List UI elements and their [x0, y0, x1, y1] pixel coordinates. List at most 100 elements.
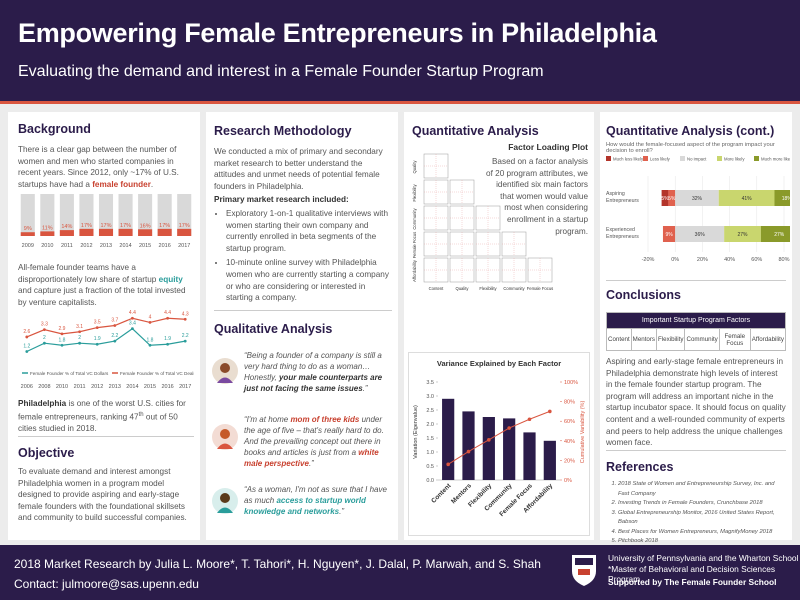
- bar: [482, 417, 495, 480]
- factor-table-wrap: Important Startup Program Factors Conten…: [606, 312, 787, 351]
- point: [78, 330, 81, 334]
- point: [78, 341, 81, 345]
- value-label: 14%: [61, 224, 72, 230]
- value-label: 17%: [179, 223, 190, 229]
- table-cell: Flexibility: [656, 328, 686, 351]
- text-run: and capture just a fraction of the total…: [18, 286, 186, 307]
- value-label: 4.3: [182, 311, 189, 317]
- cumulative-point: [527, 417, 532, 422]
- bar-segment: [718, 190, 775, 206]
- value-label: 5%: [668, 196, 676, 202]
- value-label: 11%: [42, 225, 53, 231]
- subheading: Primary market research included:: [214, 195, 349, 204]
- line: [26, 327, 186, 353]
- heading: Quantitative Analysis (cont.): [606, 124, 775, 138]
- quote: “Being a founder of a company is still a…: [244, 350, 392, 394]
- point: [131, 327, 134, 331]
- founder-chart: 9% 2009 11% 2010 14% 2011 17% 2012 17% 2013 17% 201…: [20, 194, 192, 249]
- legend-label: Less likely: [650, 157, 671, 162]
- bar-segment: [668, 190, 676, 206]
- table-cell: Mentors: [630, 328, 658, 351]
- value-label: 32%: [692, 196, 703, 202]
- bar-track: [157, 194, 172, 236]
- bullet: Exploratory 1-on-1 qualitative interview…: [226, 208, 392, 254]
- bar: [442, 398, 455, 480]
- x-tick-label: 2009: [22, 243, 34, 249]
- legend-swatch: [754, 156, 759, 161]
- authors: 2018 Market Research by Julia L. Moore*,…: [14, 557, 541, 571]
- text-run: “Being a founder of a company is still a…: [244, 351, 382, 382]
- bar: [79, 228, 94, 236]
- heading: Background: [18, 122, 91, 136]
- reference: Global Entrepreneurship Monitor, 2016 Un…: [618, 509, 786, 528]
- value-label: 3.4: [129, 321, 136, 327]
- column-1: Background There is a clear gap between …: [8, 112, 200, 540]
- value-label: 9%: [665, 232, 673, 238]
- heading: Quantitative Analysis: [412, 124, 539, 138]
- bar-track: [177, 194, 192, 236]
- value-label: 17%: [159, 223, 170, 229]
- text-run: female founder: [92, 179, 151, 189]
- matrix-x-label: Content: [429, 286, 445, 291]
- value-label: 5%: [661, 196, 669, 202]
- x-tick-label: 2014: [119, 243, 131, 249]
- x-tick-label: 2016: [161, 384, 173, 390]
- value-label: 9%: [24, 226, 32, 232]
- bar-track: [59, 194, 74, 236]
- y2-tick-label: 100%: [564, 380, 578, 386]
- legend-label: Much less likely: [613, 157, 644, 162]
- text-run: .”: [362, 384, 368, 393]
- legend-swatch: [643, 156, 648, 161]
- x-tick-label: 2017: [178, 243, 190, 249]
- point: [131, 316, 134, 320]
- text-run: out of 50 cities studied in 2018.: [18, 412, 178, 433]
- x-tick-label: 20%: [697, 257, 708, 263]
- column-4: Quantitative Analysis (cont.) How would …: [600, 112, 799, 544]
- matrix-x-label: Flexibility: [479, 286, 497, 291]
- cumulative-line: [447, 410, 551, 465]
- y2-tick-label: 20%: [564, 458, 575, 464]
- text-run: All-female founder teams have a dispropo…: [18, 263, 159, 284]
- paragraph: There is a clear gap between the number …: [18, 144, 194, 190]
- legend-label: No impact: [687, 157, 707, 162]
- text-run: .”: [339, 507, 345, 516]
- x-tick-label: 2012: [91, 384, 103, 390]
- reference-list: 2018 State of Women and Entrepreneurship…: [606, 480, 786, 547]
- paragraph: We conducted a mix of primary and second…: [214, 147, 383, 191]
- quote: “I'm at home mom of three kids under the…: [244, 414, 392, 469]
- enroll-chart-wrap: Much less likely Less likely No impact More…: [604, 154, 799, 274]
- x-tick-label: 2006: [21, 384, 33, 390]
- reference: Investing Trends in Female Founders, Cru…: [618, 499, 786, 509]
- matrix-y-label: Female Focus: [412, 232, 417, 259]
- cumulative-point: [487, 438, 491, 442]
- value-label: 3.3: [41, 322, 48, 328]
- x-tick-label: 2015: [139, 243, 151, 249]
- value-label: 4.4: [164, 310, 171, 316]
- text-run: “I'm at home: [244, 415, 291, 424]
- x-tick-label: 2014: [126, 384, 138, 390]
- category-label: Experienced Entrepreneurs: [606, 227, 639, 240]
- x-tick-label: 2011: [74, 384, 86, 390]
- value-label: 17%: [100, 223, 111, 229]
- bar: [98, 228, 114, 236]
- bar-track: [40, 194, 55, 236]
- text-run: Philadelphia: [18, 399, 67, 408]
- bar: [20, 232, 35, 236]
- program: *Master of Behavioral and Decision Scien…: [608, 564, 776, 584]
- value-label: 27%: [774, 232, 785, 238]
- value-label: 2.2: [111, 333, 118, 339]
- point: [148, 343, 152, 347]
- bullet: 10-minute online survey with Philadelphi…: [226, 257, 392, 303]
- divider: [18, 436, 194, 437]
- y-tick-label: 0.0: [426, 478, 434, 484]
- bar-segment: [760, 226, 798, 242]
- point: [183, 317, 187, 321]
- heading: References: [606, 460, 674, 474]
- point: [113, 339, 117, 343]
- matrix-x-label: Community: [503, 286, 525, 291]
- bullet-list: Exploratory 1-on-1 qualitative interview…: [214, 208, 392, 307]
- x-tick-label: 2008: [38, 384, 50, 390]
- point: [60, 332, 64, 336]
- y2-tick-label: 40%: [564, 439, 575, 445]
